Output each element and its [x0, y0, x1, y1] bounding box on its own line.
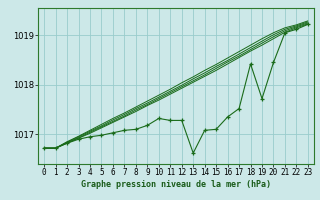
- X-axis label: Graphe pression niveau de la mer (hPa): Graphe pression niveau de la mer (hPa): [81, 180, 271, 189]
